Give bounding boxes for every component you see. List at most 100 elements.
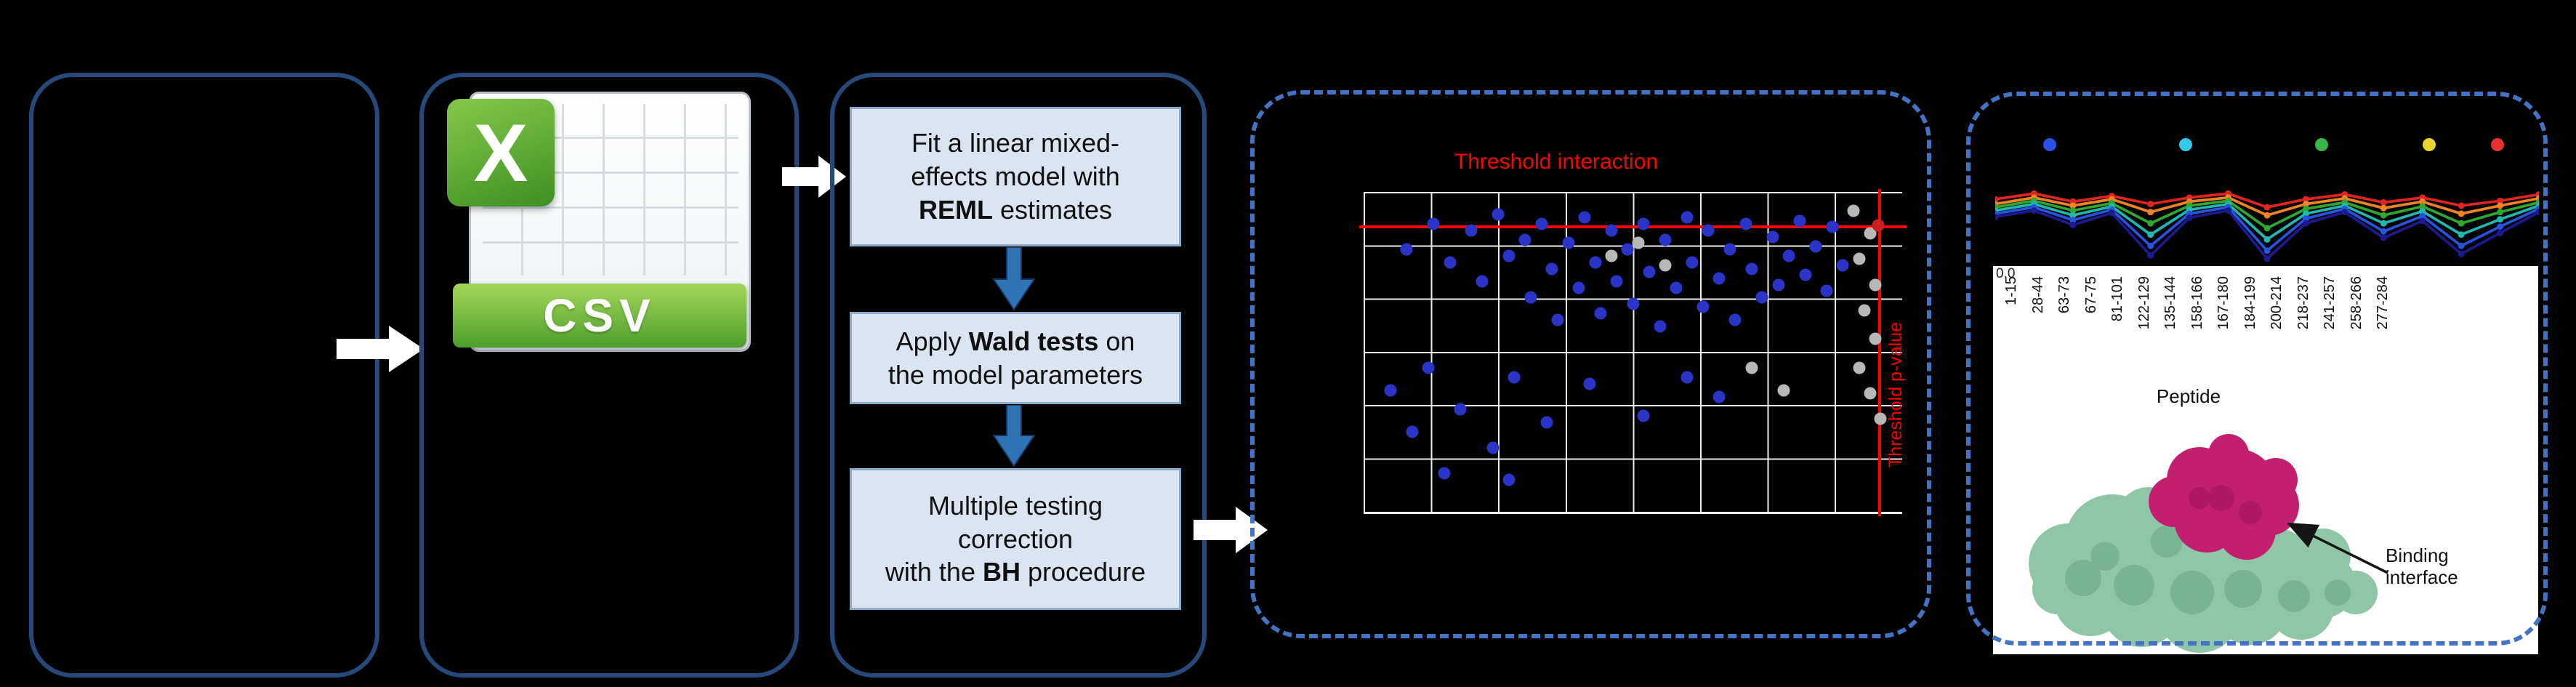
blue-scatter-point [1518,233,1531,246]
flow-arrow-down-icon [992,247,1036,311]
binding-interface-region [2149,434,2299,560]
peptide-tick-label: 122-129 [2136,276,2152,330]
highlight-scatter-point [1872,219,1885,232]
uptake-marker-navy [2030,207,2037,214]
peptide-tick-label: 158-166 [2189,276,2205,330]
step-fit-lmm: Fit a linear mixed- effects model with R… [850,107,1181,246]
gray-scatter-point [1853,252,1866,265]
uptake-marker-blue [2147,242,2154,249]
binding-interface-label: Binding interface [2386,545,2458,588]
uptake-marker-orange [2069,202,2077,209]
uptake-marker-orange [2458,210,2465,217]
step-wald-tests-text: Apply Wald tests on the model parameters [887,326,1143,390]
uptake-marker-red [2380,199,2387,206]
blue-scatter-point [1681,371,1694,384]
gray-scatter-point [1858,304,1871,317]
y-axis-tick-label: 0.0 [1996,266,2016,281]
blue-scatter-point [1696,300,1710,313]
peptide-tick-label: 135-144 [2162,276,2178,330]
uptake-marker-orange [2302,201,2309,208]
peptide-tick-label: 63-73 [2056,276,2072,314]
gray-scatter-point [1632,236,1645,249]
blue-scatter-point [1572,281,1585,294]
uptake-marker-green [2497,209,2504,216]
blue-scatter-point [1702,224,1715,237]
uptake-marker-green [2147,220,2154,227]
vertical-threshold-line [1877,189,1881,516]
blue-scatter-point [1670,281,1683,294]
uptake-marker-red [2497,197,2504,204]
blue-scatter-point [1712,390,1726,403]
uptake-marker-blue [2263,247,2271,254]
csv-format-label: CSV [453,284,746,347]
uptake-marker-orange [2419,198,2426,205]
blue-scatter-point [1772,278,1785,292]
uptake-marker-green [2458,220,2465,227]
step-fit-lmm-text: Fit a linear mixed- effects model with R… [911,128,1120,225]
gray-scatter-point [1869,278,1882,292]
threshold-interaction-label: Threshold interaction [1454,150,1659,174]
peptide-tick-label: 81-101 [2109,276,2125,322]
peptide-tick-label: 167-180 [2215,276,2231,330]
uptake-marker-green [2302,205,2309,212]
uptake-marker-teal [2380,220,2387,227]
step-wald-tests: Apply Wald tests on the model parameters [850,312,1181,404]
blue-scatter-point [1465,224,1478,237]
blue-scatter-point [1406,425,1419,438]
blue-scatter-point [1793,214,1806,228]
csv-file-icon: X CSV [447,89,752,369]
horizontal-threshold-line [1359,225,1907,229]
blue-scatter-point [1686,256,1699,269]
blue-scatter-point [1643,265,1656,278]
blue-scatter-point [1535,217,1548,230]
peptide-structure-panel: 0.0 1-15 28-44 63-73 67-75 81-101 122-129 135-… [1993,266,2538,654]
gray-scatter-point [1874,412,1887,425]
uptake-marker-blue [2302,215,2309,222]
blue-scatter-point [1637,409,1650,422]
blue-scatter-point [1502,249,1516,262]
uptake-marker-teal [2419,208,2426,215]
blue-scatter-point [1755,291,1768,304]
blue-scatter-point [1836,259,1849,272]
uptake-marker-navy [2069,222,2077,228]
uptake-marker-navy [2302,220,2309,227]
peptide-tick-label: 241-257 [2322,276,2338,330]
uptake-marker-teal [2302,210,2309,217]
blue-scatter-point [1492,208,1505,221]
uptake-marker-green [2380,212,2387,219]
uptake-marker-navy [1995,213,1999,220]
gray-scatter-point [1659,259,1672,272]
peptide-tick-label: 218-237 [2295,276,2311,330]
uptake-marker-orange [2380,204,2387,212]
uptake-marker-navy [2497,230,2504,236]
blue-scatter-point [1578,211,1591,224]
blue-scatter-point [1799,268,1812,281]
gray-scatter-point [1745,361,1758,374]
blue-scatter-point [1637,217,1650,230]
blue-scatter-point [1583,377,1596,390]
gray-scatter-point [1605,249,1618,262]
uptake-marker-blue [2380,228,2387,235]
uptake-marker-green [2263,225,2271,232]
timepoint-dots-legend [1995,135,2539,154]
blue-scatter-point [1809,240,1822,253]
blue-scatter-point [1438,467,1451,480]
threshold-p-value-label: Threshold p-value [1885,321,1906,468]
peptide-tick-label: 1-15 [2003,276,2019,306]
uptake-line-chart [1995,190,2539,262]
uptake-marker-teal [2069,212,2077,219]
uptake-marker-navy [2225,207,2232,214]
uptake-marker-green [2419,203,2426,210]
blue-scatter-point [1454,403,1467,416]
protein-surface-shading [2065,526,2351,614]
uptake-marker-navy [2341,209,2348,216]
uptake-marker-red [1995,196,1999,203]
timepoint-dot [2422,138,2436,151]
protein-structure-image [2029,434,2378,653]
input-data-box [29,73,379,678]
gray-scatter-point [1869,332,1882,345]
uptake-marker-teal [2263,236,2271,243]
blue-scatter-point [1540,416,1553,429]
step-bh-correction-text: Multiple testing correction with the BH … [885,490,1146,587]
blue-scatter-point [1545,262,1558,276]
